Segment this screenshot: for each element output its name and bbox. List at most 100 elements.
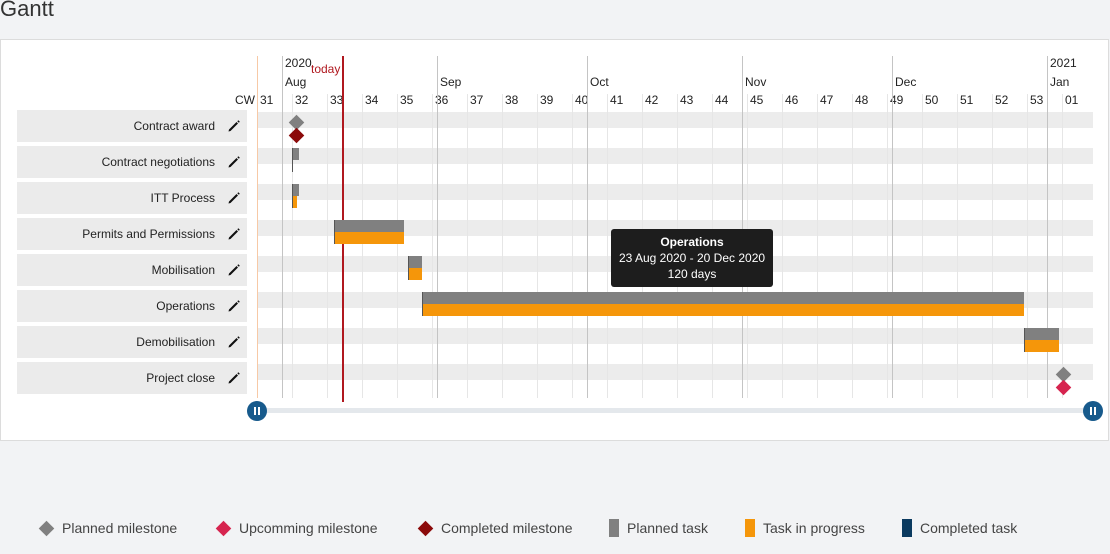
task-label: Project close [146,371,215,385]
task-row-label: Permits and Permissions [17,218,247,250]
planned-task-bar[interactable] [1023,328,1059,340]
timeline-scrollbar[interactable] [257,408,1093,413]
planned-task-bar[interactable] [407,256,422,268]
edit-icon[interactable] [227,299,241,313]
task-row-label: ITT Process [17,182,247,214]
task-label: Mobilisation [151,263,215,277]
legend-label: Planned milestone [62,520,178,536]
month-gridline [437,56,438,398]
planned-task-bar[interactable] [334,220,404,232]
task-start-marker [407,256,409,280]
scroll-handle-left[interactable] [247,401,267,421]
week-tick-label: 33 [330,93,344,107]
month-label: Dec [895,75,917,89]
month-label: Nov [745,75,767,89]
week-gridline [887,94,888,398]
task-row-band [257,328,1093,344]
week-tick-label: 49 [890,93,904,107]
task-start-marker [292,184,293,208]
month-gridline [587,56,588,398]
legend-label: Completed milestone [441,520,573,536]
edit-icon[interactable] [227,119,241,133]
task-label: Contract award [133,119,215,133]
task-start-marker [1023,328,1025,352]
legend-item: Completed milestone [417,518,573,538]
legend-label: Task in progress [763,520,865,536]
task-in-progress-bar[interactable] [292,196,298,208]
operations-tooltip: Operations 23 Aug 2020 - 20 Dec 2020 120… [611,229,773,287]
week-tick-label: 40 [575,93,589,107]
task-start-marker [334,220,335,244]
task-label: Permits and Permissions [82,227,215,241]
week-gridline [852,94,853,398]
bar-icon [745,519,755,537]
week-tick-label: 38 [505,93,519,107]
week-tick-label: 32 [295,93,309,107]
week-gridline [1027,94,1028,398]
legend-item: Completed task [902,518,1017,538]
tooltip-range: 23 Aug 2020 - 20 Dec 2020 [618,251,766,265]
legend-label: Planned task [627,520,708,536]
edit-icon[interactable] [227,335,241,349]
legend-item: Planned milestone [38,518,177,538]
task-row-band [257,184,1093,200]
edit-icon[interactable] [227,371,241,385]
bar-icon [609,519,619,537]
scroll-handle-right[interactable] [1083,401,1103,421]
week-tick-label: 41 [610,93,624,107]
month-label: Aug [285,75,307,89]
week-tick-label: 45 [750,93,764,107]
week-gridline [537,94,538,398]
edit-icon[interactable] [227,191,241,205]
task-row-label: Project close [17,362,247,394]
upcoming-milestone[interactable] [1055,379,1071,396]
planned-task-bar[interactable] [292,148,299,160]
week-tick-label: 51 [960,93,974,107]
week-gridline [432,94,433,398]
task-row-band [257,148,1093,164]
planned-task-bar[interactable] [292,184,299,196]
edit-icon[interactable] [227,227,241,241]
week-tick-label: 01 [1065,93,1079,107]
edit-icon[interactable] [227,263,241,277]
week-tick-label: 46 [785,93,799,107]
page-title: Gantt [0,0,54,21]
week-gridline [922,94,923,398]
task-row-label: Contract negotiations [17,146,247,178]
week-gridline [397,94,398,398]
task-in-progress-bar[interactable] [334,232,404,244]
week-tick-label: 39 [540,93,554,107]
task-start-marker [421,292,423,316]
tooltip-title: Operations [660,235,724,249]
week-tick-label: 37 [470,93,484,107]
task-label: ITT Process [150,191,215,205]
task-label: Demobilisation [136,335,215,349]
week-tick-label: 48 [855,93,869,107]
week-tick-label: 31 [260,93,274,107]
task-row-label: Demobilisation [17,326,247,358]
legend-item: Upcomming milestone [215,518,378,538]
diamond-icon [417,520,434,536]
task-in-progress-bar[interactable] [421,304,1024,316]
diamond-icon [215,520,232,536]
today-label: today [311,62,341,76]
week-tick-label: 53 [1030,93,1044,107]
edit-icon[interactable] [227,155,241,169]
week-gridline [1062,94,1063,398]
week-gridline [817,94,818,398]
legend-item: Task in progress [745,518,865,538]
task-row-band [257,364,1093,380]
week-tick-label: 35 [400,93,414,107]
timeline-start-line [257,56,258,398]
week-gridline [782,94,783,398]
diamond-icon [38,520,55,536]
task-in-progress-bar[interactable] [407,268,422,280]
week-gridline [327,94,328,398]
week-tick-label: 50 [925,93,939,107]
week-tick-label: 34 [365,93,379,107]
year-label: 2020 [285,56,312,70]
year-label: 2021 [1050,56,1077,70]
task-in-progress-bar[interactable] [1023,340,1059,352]
planned-task-bar[interactable] [421,292,1024,304]
